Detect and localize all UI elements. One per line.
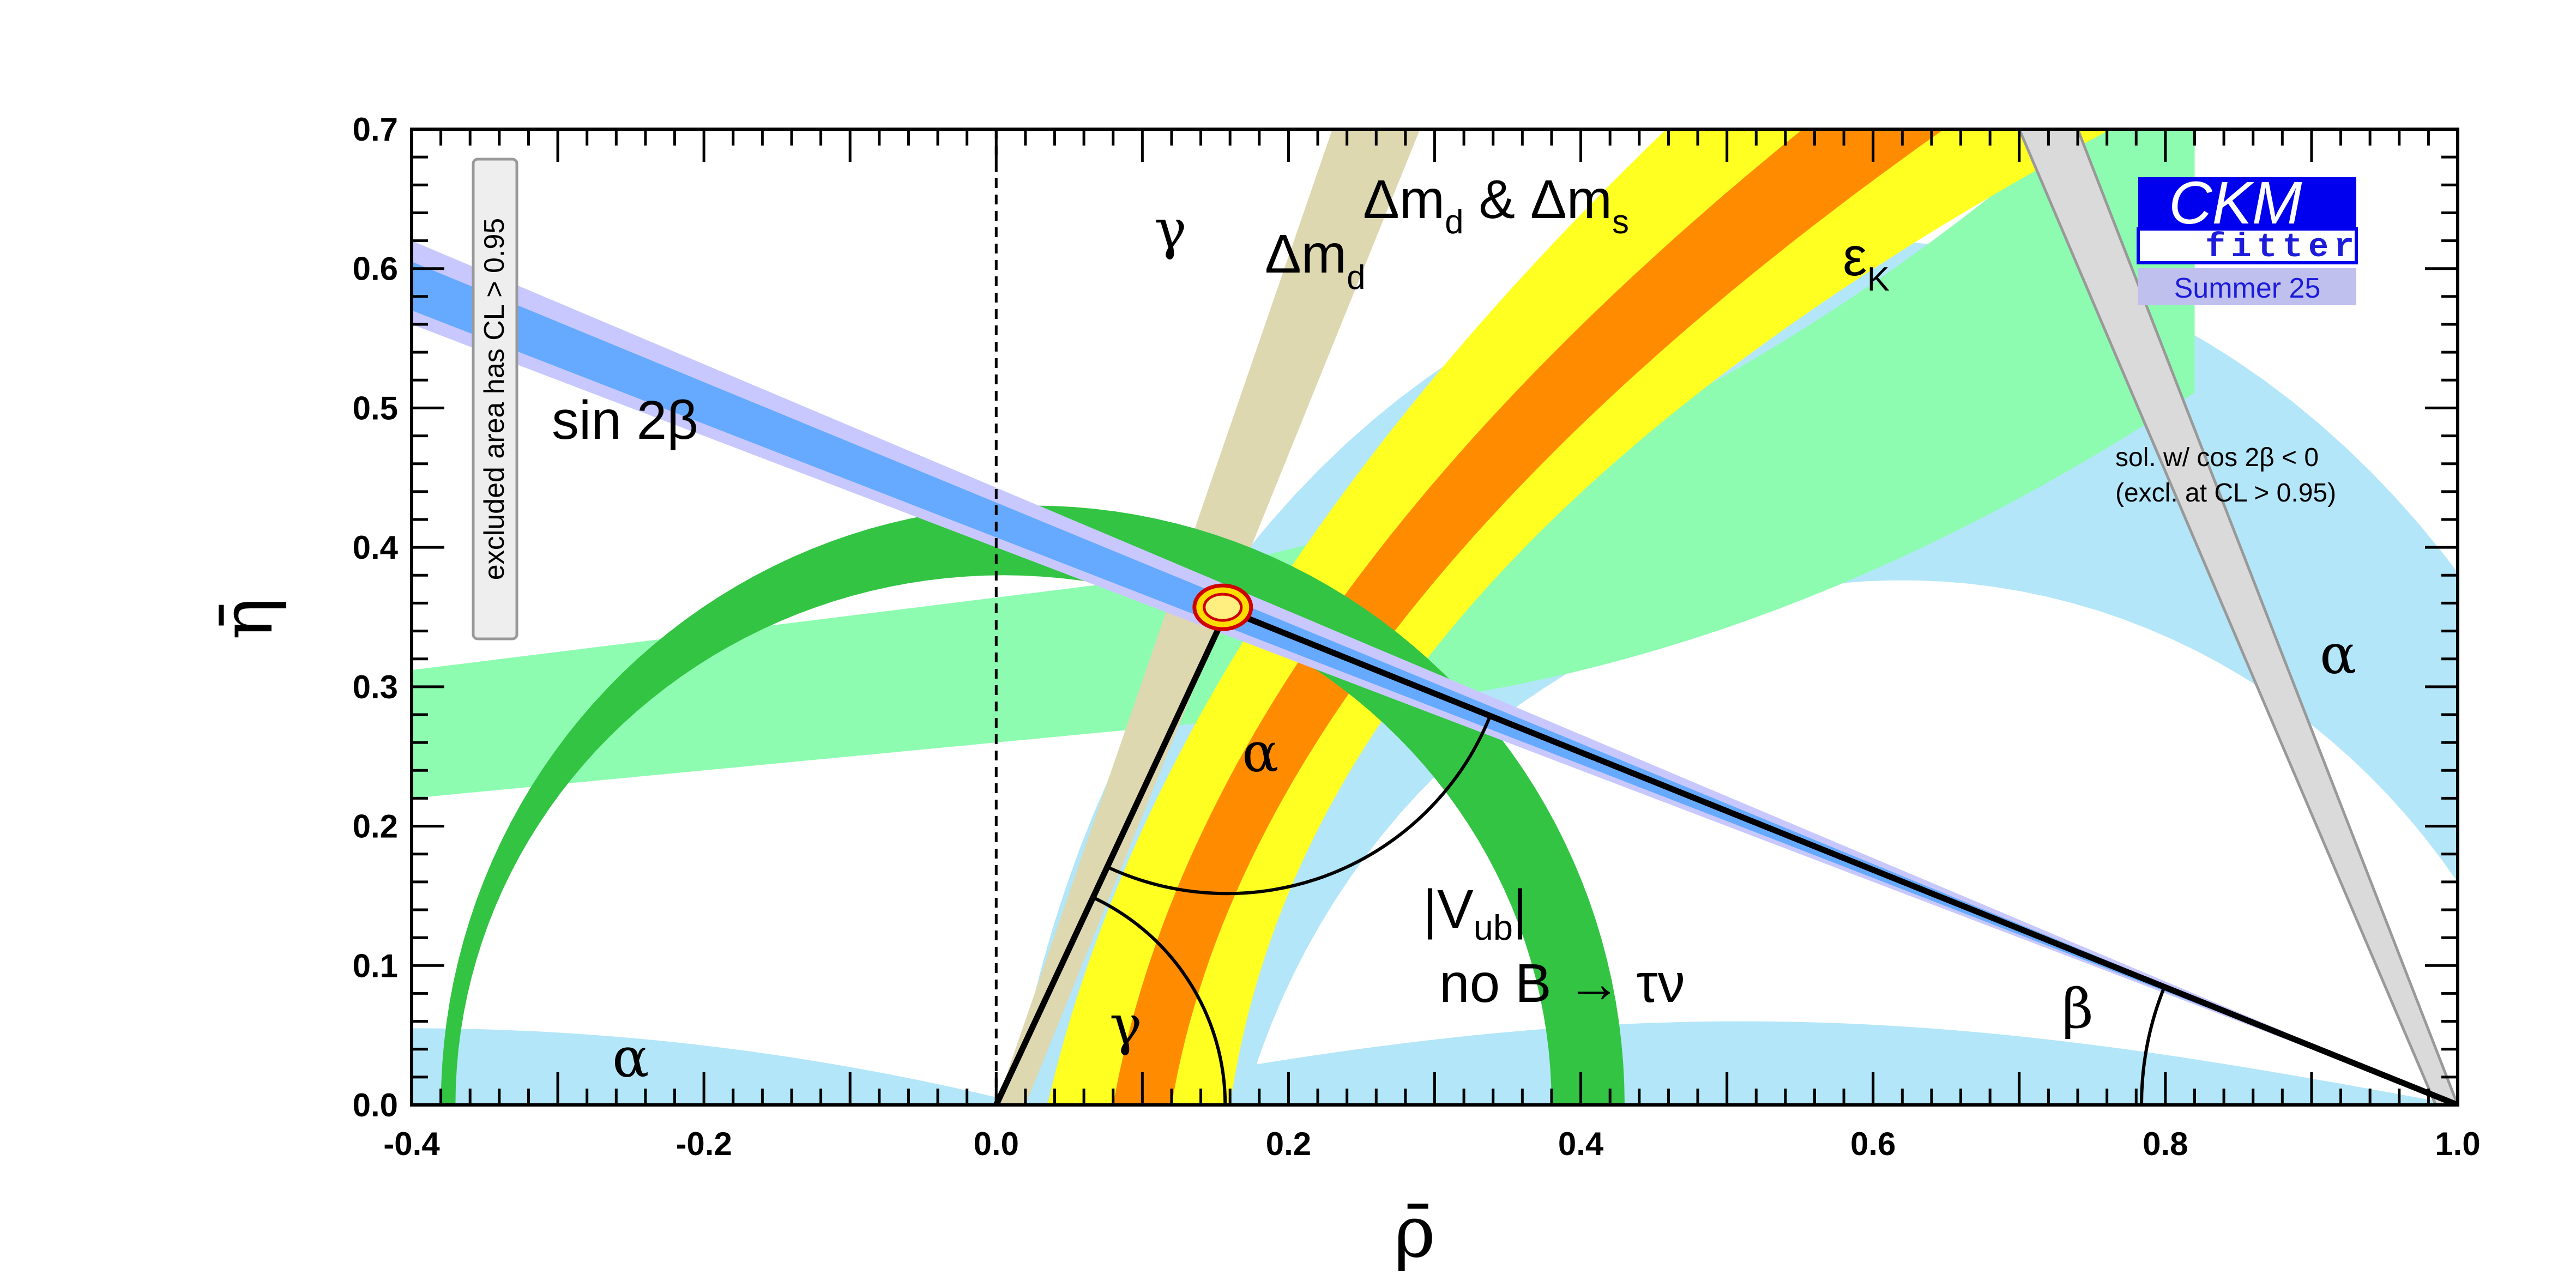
angle-label-beta: β xyxy=(2062,977,2094,1041)
sin2beta-outer-band xyxy=(412,240,2458,1105)
x-axis-title: ρ̄ xyxy=(1394,1191,1435,1273)
x-tick-label: 0.6 xyxy=(1850,1126,1896,1162)
label-epsilon-k: εK xyxy=(1843,226,1890,298)
y-axis-title: η̄ xyxy=(206,597,288,640)
y-tick-label: 0.7 xyxy=(353,111,398,148)
logo-edition: Summer 25 xyxy=(2174,273,2321,304)
x-tick-label: 1.0 xyxy=(2435,1126,2480,1162)
fit-contour-inner xyxy=(1203,593,1243,622)
y-tick-label: 0.3 xyxy=(353,669,398,705)
label-dmd-dms: Δmd & Δms xyxy=(1363,169,1629,241)
cos2beta-note-line2: (excl. at CL > 0.95) xyxy=(2115,479,2336,507)
axis-ticks xyxy=(410,128,2459,1107)
label-vub: |Vub| xyxy=(1423,879,1527,947)
y-tick-label: 0.5 xyxy=(353,390,398,426)
triangle-overlay xyxy=(993,129,2458,1105)
x-tick-label: -0.4 xyxy=(383,1126,440,1162)
epsilon-k-band xyxy=(412,129,2195,799)
cos2beta-edge-left xyxy=(2018,129,2438,1105)
y-tick-label: 0.1 xyxy=(353,947,398,984)
angle-label-alpha: α xyxy=(1242,721,1279,784)
ckmfitter-logo: CKM fitter Summer 25 xyxy=(2137,170,2360,305)
excluded-area-text: excluded area has CL > 0.95 xyxy=(479,218,510,580)
cos2beta-band xyxy=(2019,129,2458,1105)
label-alpha-top-right: α xyxy=(2320,623,2357,686)
label-no-b-taunu: no B → τν xyxy=(1439,953,1685,1014)
x-tick-label: 0.4 xyxy=(1558,1126,1604,1162)
gamma-angle-arc xyxy=(1092,896,1227,1105)
y-tick-label: 0.0 xyxy=(353,1087,398,1123)
alpha-angle-arc xyxy=(1106,715,1492,896)
x-tick-label: 0.0 xyxy=(974,1126,1019,1162)
alpha-band-bottom xyxy=(1025,1021,2458,1105)
excluded-area-box: excluded area has CL > 0.95 xyxy=(472,158,518,640)
logo-fitter: fitter xyxy=(2205,228,2360,267)
y-tick-label: 0.6 xyxy=(353,251,398,287)
label-gamma: γ xyxy=(1154,197,1187,261)
sin2beta-inner-band xyxy=(412,261,2458,1105)
tick-labels: -0.4 -0.2 0.0 0.2 0.4 0.6 0.8 1.0 0.0 0.1 0.2 0.3 0.… xyxy=(353,111,2481,1162)
logo-ckm: CKM xyxy=(2169,170,2302,237)
y-tick-label: 0.4 xyxy=(353,529,399,566)
angle-label-gamma: γ xyxy=(1109,993,1142,1057)
x-tick-label: -0.2 xyxy=(675,1126,732,1162)
x-tick-label: 0.8 xyxy=(2143,1126,2188,1162)
label-sin2beta: sin 2β xyxy=(552,390,698,451)
beta-angle-arc xyxy=(2140,986,2166,1105)
label-dmd: Δmd xyxy=(1265,223,1366,297)
cos2beta-note-line1: sol. w/ cos 2β < 0 xyxy=(2115,443,2319,472)
y-tick-label: 0.2 xyxy=(353,808,398,845)
label-alpha-bottom-left: α xyxy=(612,1026,649,1090)
x-tick-label: 0.2 xyxy=(1266,1126,1311,1162)
